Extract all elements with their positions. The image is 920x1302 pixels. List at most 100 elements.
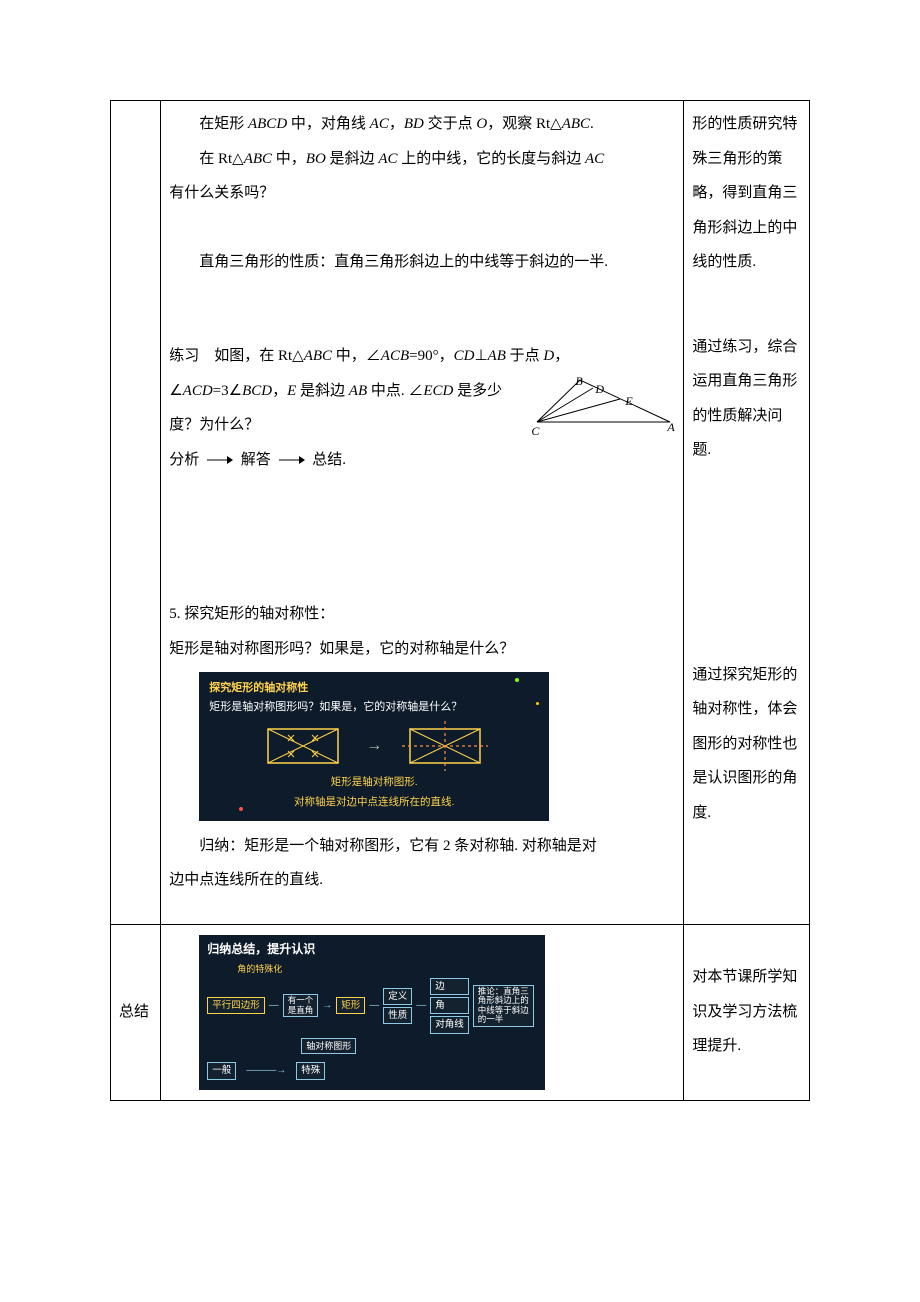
flow-bottom: 一般 ———→ 特殊 <box>207 1062 537 1079</box>
it: CD <box>454 348 475 364</box>
it: O <box>476 116 487 132</box>
lbl-E: E <box>625 388 632 416</box>
slide-concl2: 对称轴是对边中点连线所在的直线. <box>209 795 539 811</box>
it: ABC <box>244 151 272 167</box>
it: D <box>543 348 554 364</box>
node-parallelogram: 平行四边形 <box>207 997 265 1014</box>
right-note-2: 通过练习，综合运用直角三角形的性质解决问题. <box>692 330 801 468</box>
t: 于点 <box>506 348 544 364</box>
lbl-D: D <box>595 376 604 404</box>
lbl-B: B <box>575 368 582 396</box>
t: . <box>590 116 594 132</box>
arrow-icon <box>279 455 305 465</box>
spacer <box>169 898 675 918</box>
flow-step: 解答 <box>241 452 271 468</box>
t: ， <box>389 116 404 132</box>
it: ABC <box>304 348 332 364</box>
t: 在矩形 <box>199 116 248 132</box>
section-5-summary-2: 边中点连线所在的直线. <box>169 872 323 888</box>
para-3: 直角三角形的性质：直角三角形斜边上的中线等于斜边的一半. <box>169 245 675 280</box>
node-corollary: 推论：直角三 角形斜边上的 中线等于斜边 的一半 <box>473 985 534 1026</box>
right-note-1: 形的性质研究特殊三角形的策略，得到直角三角形斜边上的中线的性质. <box>692 107 801 280</box>
practice-line1: 练习 如图，在 Rt△ABC 中，∠ACB=90°，CD⊥AB 于点 D， <box>169 348 569 364</box>
node-diagonal: 对角线 <box>430 1016 469 1033</box>
slide-concl1: 矩形是轴对称图形. <box>209 775 539 791</box>
arrow-icon: — <box>269 999 279 1013</box>
practice-line2: ∠ACD=3∠BCD，E 是斜边 AB 中点. ∠ECD 是多少度？为什么？ <box>169 383 502 434</box>
slide-sub: 矩形是轴对称图形吗？如果是，它的对称轴是什么？ <box>209 699 539 716</box>
bian-jiao-col: 边 角 对角线 <box>430 978 469 1034</box>
it: AC <box>370 116 389 132</box>
it: E <box>287 383 296 399</box>
node-condition: 有一个 是直角 <box>283 994 319 1017</box>
it: AB <box>349 383 367 399</box>
right-note-3: 通过探究矩形的轴对称性，体会图形的对称性也是认识图形的角度. <box>692 658 801 831</box>
row1-mid: 在矩形 ABCD 中，对角线 AC，BD 交于点 O，观察 Rt△ABC. 在 … <box>161 101 684 925</box>
node-rectangle: 矩形 <box>336 997 365 1014</box>
t: ⊥ <box>474 348 487 364</box>
bracket-icon: — <box>369 999 379 1013</box>
node-general: 一般 <box>207 1062 236 1079</box>
rect-right <box>400 721 490 771</box>
flow-step: 分析 <box>169 452 199 468</box>
table-row: 总结 归纳总结，提升认识 角的特殊化 平行四边形 — 有一个 是直角 → 矩形 … <box>111 924 810 1100</box>
spacer <box>169 211 675 245</box>
lbl-C: C <box>531 418 539 446</box>
bracket-icon: — <box>416 999 426 1013</box>
it: AC <box>378 151 397 167</box>
row2-right: 对本节课所学知识及学习方法梳理提升. <box>684 924 810 1100</box>
spacer <box>692 280 801 330</box>
row1-left <box>111 101 161 925</box>
spacer <box>692 468 801 658</box>
section-5-heading: 5. 探究矩形的轴对称性： <box>169 597 675 632</box>
flow-line: 分析 解答 总结. <box>169 452 346 468</box>
row2-mid: 归纳总结，提升认识 角的特殊化 平行四边形 — 有一个 是直角 → 矩形 — 定… <box>161 924 684 1100</box>
t: =90°， <box>409 348 453 364</box>
row1-right: 形的性质研究特殊三角形的策略，得到直角三角形斜边上的中线的性质. 通过练习，综合… <box>684 101 810 925</box>
arrow-icon: ———→ <box>246 1064 286 1078</box>
section-5-question: 矩形是轴对称图形吗？如果是，它的对称轴是什么？ <box>169 632 675 667</box>
node-angle: 角 <box>430 997 469 1014</box>
it: ACB <box>381 348 409 364</box>
slide2-heading: 归纳总结，提升认识 <box>207 941 537 958</box>
lesson-table: 在矩形 ABCD 中，对角线 AC，BD 交于点 O，观察 Rt△ABC. 在 … <box>110 100 810 1101</box>
it: ECD <box>423 383 453 399</box>
it: ABC <box>562 116 590 132</box>
flow-main: 平行四边形 — 有一个 是直角 → 矩形 — 定义 性质 — 边 角 对角线 <box>207 978 537 1034</box>
t: 上的中线，它的长度与斜边 <box>397 151 585 167</box>
arrow-icon: → <box>366 734 382 758</box>
para-1: 在矩形 ABCD 中，对角线 AC，BD 交于点 O，观察 Rt△ABC. <box>169 107 675 142</box>
para-2a: 在 Rt△ABC 中，BO 是斜边 AC 上的中线，它的长度与斜边 AC <box>169 142 675 177</box>
row2-left: 总结 <box>111 924 161 1100</box>
t: 中，∠ <box>332 348 381 364</box>
t: ， <box>272 383 287 399</box>
t: 是斜边 <box>296 383 349 399</box>
node-axial-symmetry: 轴对称图形 <box>301 1038 356 1055</box>
flow-step: 总结. <box>312 452 346 468</box>
table-row: 在矩形 ABCD 中，对角线 AC，BD 交于点 O，观察 Rt△ABC. 在 … <box>111 101 810 925</box>
node-property: 性质 <box>383 1007 412 1024</box>
arrow-icon: → <box>322 999 332 1013</box>
it: ACD <box>183 383 213 399</box>
t: ， <box>554 348 569 364</box>
node-definition: 定义 <box>383 988 412 1005</box>
t: ∠ <box>169 383 182 399</box>
t: 中点. ∠ <box>367 383 423 399</box>
t: 在 Rt△ <box>199 151 243 167</box>
slide-title: 探究矩形的轴对称性 <box>209 680 539 697</box>
it: BO <box>306 151 326 167</box>
t: 中， <box>272 151 306 167</box>
slide-figures: → <box>209 721 539 771</box>
t: 是斜边 <box>326 151 379 167</box>
it: AC <box>585 151 604 167</box>
spacer <box>169 279 675 339</box>
axial-sym-node-wrap: 轴对称图形 <box>301 1038 537 1055</box>
lbl-A: A <box>667 414 674 442</box>
spacer <box>169 477 675 597</box>
it: AB <box>488 348 506 364</box>
t: ，观察 Rt△ <box>487 116 561 132</box>
rect-left <box>258 721 348 771</box>
node-edge: 边 <box>430 978 469 995</box>
t: 中，对角线 <box>287 116 370 132</box>
triangle-figure: B D E C A <box>525 374 675 429</box>
